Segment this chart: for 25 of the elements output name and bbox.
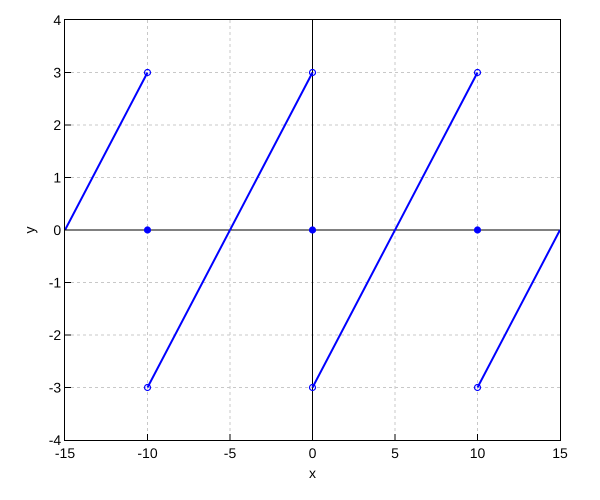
point	[474, 384, 482, 392]
y-tick-label: -1	[48, 274, 62, 290]
y-tick-label: 3	[53, 64, 62, 80]
point	[144, 384, 152, 392]
y-tick-label: 0	[53, 222, 62, 238]
point	[144, 68, 152, 76]
y-tick-label: -3	[48, 379, 62, 396]
y-tick-label: 1	[53, 169, 62, 186]
point	[474, 68, 482, 76]
x-tick-label: 0	[308, 444, 317, 461]
point	[308, 226, 316, 234]
point	[474, 226, 482, 234]
point	[308, 68, 316, 76]
x-tick-label: -5	[224, 444, 236, 461]
point	[144, 226, 152, 234]
y-axis-title: y	[21, 226, 38, 234]
point	[308, 384, 316, 392]
x-tick-label: 10	[470, 444, 486, 461]
x-tick-label: 5	[391, 444, 400, 461]
x-axis-title: x	[309, 465, 316, 482]
y-tick-label: 2	[53, 116, 62, 133]
x-tick-label: -10	[137, 444, 158, 461]
x-tick-label: 15	[552, 444, 568, 461]
y-tick-label: 4	[53, 12, 62, 28]
y-tick-label: -2	[48, 326, 62, 343]
